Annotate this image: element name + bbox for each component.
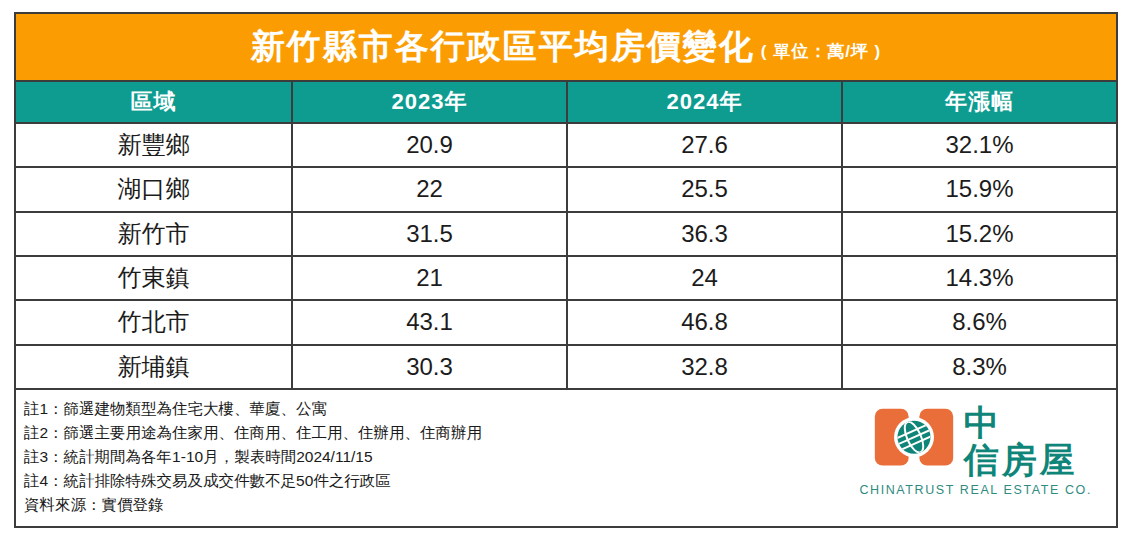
page-title: 新竹縣市各行政區平均房價變化 <box>251 24 755 70</box>
cell-region: 新竹市 <box>16 213 291 255</box>
cell-2024-price: 27.6 <box>566 124 841 166</box>
column-header-change: 年漲幅 <box>841 82 1116 122</box>
column-header-2024: 2024年 <box>566 82 841 122</box>
cell-region: 竹東鎮 <box>16 257 291 299</box>
cell-annual-change: 15.2% <box>841 213 1116 255</box>
cell-2023-price: 21 <box>291 257 566 299</box>
cell-2024-price: 32.8 <box>566 346 841 388</box>
table-row: 竹北市 43.1 46.8 8.6% <box>16 301 1116 345</box>
cell-2024-price: 36.3 <box>566 213 841 255</box>
cell-region: 新豐鄉 <box>16 124 291 166</box>
cell-annual-change: 14.3% <box>841 257 1116 299</box>
chinatrust-logo: 中 信房屋 CHINATRUST REAL ESTATE CO. <box>859 405 1092 497</box>
table-row: 竹東鎮 21 24 14.3% <box>16 257 1116 301</box>
table-row: 新竹市 31.5 36.3 15.2% <box>16 213 1116 257</box>
cell-region: 竹北市 <box>16 301 291 343</box>
logo-text-line2: 信房屋 <box>964 442 1078 479</box>
data-source: 資料來源：實價登錄 <box>24 493 482 517</box>
logo-text-line1: 中 <box>964 405 1078 442</box>
cell-2023-price: 31.5 <box>291 213 566 255</box>
logo-english-name: CHINATRUST REAL ESTATE CO. <box>859 483 1092 497</box>
price-table-card: 新竹縣市各行政區平均房價變化 ( 單位：萬/坪 ) 區域 2023年 2024年… <box>14 12 1118 528</box>
cell-2024-price: 24 <box>566 257 841 299</box>
cell-2023-price: 22 <box>291 168 566 210</box>
column-header-2023: 2023年 <box>291 82 566 122</box>
cell-2023-price: 43.1 <box>291 301 566 343</box>
note-2: 註2：篩選主要用途為住家用、住商用、住工用、住辦用、住商辦用 <box>24 421 482 445</box>
table-header-row: 區域 2023年 2024年 年漲幅 <box>16 82 1116 124</box>
cell-2024-price: 46.8 <box>566 301 841 343</box>
title-bar: 新竹縣市各行政區平均房價變化 ( 單位：萬/坪 ) <box>16 14 1116 82</box>
cell-2023-price: 20.9 <box>291 124 566 166</box>
cell-annual-change: 8.6% <box>841 301 1116 343</box>
table-row: 湖口鄉 22 25.5 15.9% <box>16 168 1116 212</box>
note-1: 註1：篩選建物類型為住宅大樓、華廈、公寓 <box>24 397 482 421</box>
note-3: 註3：統計期間為各年1-10月，製表時間2024/11/15 <box>24 445 482 469</box>
cell-region: 新埔鎮 <box>16 346 291 388</box>
cell-2024-price: 25.5 <box>566 168 841 210</box>
column-header-region: 區域 <box>16 82 291 122</box>
table-row: 新埔鎮 30.3 32.8 8.3% <box>16 346 1116 390</box>
notes-block: 註1：篩選建物類型為住宅大樓、華廈、公寓 註2：篩選主要用途為住家用、住商用、住… <box>24 397 482 517</box>
title-unit-label: ( 單位：萬/坪 ) <box>761 32 882 63</box>
globe-brackets-logo-icon <box>874 408 954 475</box>
note-4: 註4：統計排除特殊交易及成交件數不足50件之行政區 <box>24 469 482 493</box>
table-body: 新豐鄉 20.9 27.6 32.1% 湖口鄉 22 25.5 15.9% 新竹… <box>16 124 1116 390</box>
cell-annual-change: 8.3% <box>841 346 1116 388</box>
cell-region: 湖口鄉 <box>16 168 291 210</box>
table-row: 新豐鄉 20.9 27.6 32.1% <box>16 124 1116 168</box>
cell-annual-change: 15.9% <box>841 168 1116 210</box>
cell-annual-change: 32.1% <box>841 124 1116 166</box>
footer-notes-area: 註1：篩選建物類型為住宅大樓、華廈、公寓 註2：篩選主要用途為住家用、住商用、住… <box>16 390 1116 526</box>
cell-2023-price: 30.3 <box>291 346 566 388</box>
